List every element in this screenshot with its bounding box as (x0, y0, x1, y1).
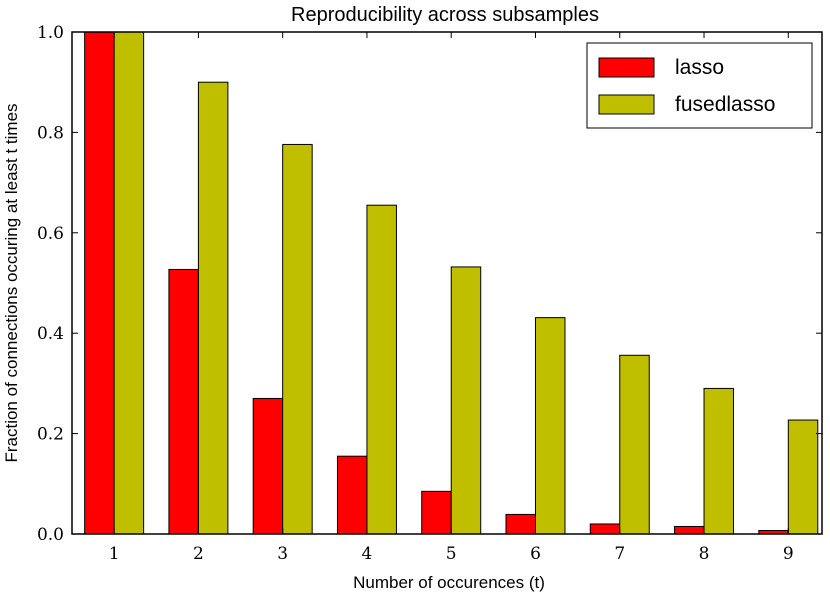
bar-fusedlasso-4 (366, 204, 397, 535)
bar-fusedlasso-2 (197, 81, 229, 535)
x-tick-label: 2 (193, 544, 204, 564)
x-tick-label: 3 (277, 544, 288, 564)
x-axis-label: Number of occurences (t) (353, 573, 545, 592)
legend: lasso fusedlasso (586, 42, 813, 129)
y-tick-label: 0.6 (37, 224, 64, 244)
bars-group (84, 31, 819, 535)
bar-lasso-8 (674, 525, 705, 535)
bar-fusedlasso-8 (703, 387, 735, 535)
bar-fusedlasso-1 (113, 31, 145, 535)
bar-fusedlasso-5 (450, 266, 482, 535)
legend-label-fusedlasso: fusedlasso (675, 93, 775, 116)
y-tick-label: 0.8 (37, 123, 64, 143)
x-tick-label: 7 (614, 544, 625, 564)
bar-lasso-3 (252, 397, 284, 535)
bar-lasso-2 (168, 268, 199, 535)
legend-swatch-lasso (598, 57, 655, 78)
y-tick-label: 1.0 (37, 23, 64, 43)
x-tick-label: 4 (362, 544, 373, 564)
x-tick-label: 8 (699, 544, 710, 564)
bar-lasso-5 (421, 490, 452, 535)
x-tick-label: 5 (446, 544, 457, 564)
bar-fusedlasso-7 (619, 354, 650, 535)
bar-lasso-4 (336, 455, 368, 535)
x-tick-label: 9 (783, 544, 794, 564)
bar-lasso-6 (505, 513, 536, 535)
y-tick-label: 0.2 (37, 425, 64, 445)
chart-title: Reproducibility across subsamples (291, 4, 599, 26)
bar-fusedlasso-9 (787, 419, 819, 535)
bar-fusedlasso-3 (282, 143, 313, 535)
x-tick-label: 6 (530, 544, 541, 564)
ticks-group: 1 2 3 4 5 6 7 8 9 0.0 0.2 0.4 0.6 0.8 1.0 (37, 23, 822, 564)
y-axis-label: Fraction of connections occuring at leas… (2, 103, 21, 462)
legend-swatch-fusedlasso (598, 94, 655, 115)
bar-fusedlasso-6 (534, 317, 566, 535)
y-tick-label: 0.0 (37, 525, 64, 545)
y-tick-label: 0.4 (37, 324, 64, 344)
bar-lasso-1 (84, 31, 115, 535)
x-tick-label: 1 (109, 544, 120, 564)
plot-frame (71, 31, 823, 535)
bar-lasso-7 (589, 523, 621, 535)
legend-label-lasso: lasso (675, 56, 724, 79)
